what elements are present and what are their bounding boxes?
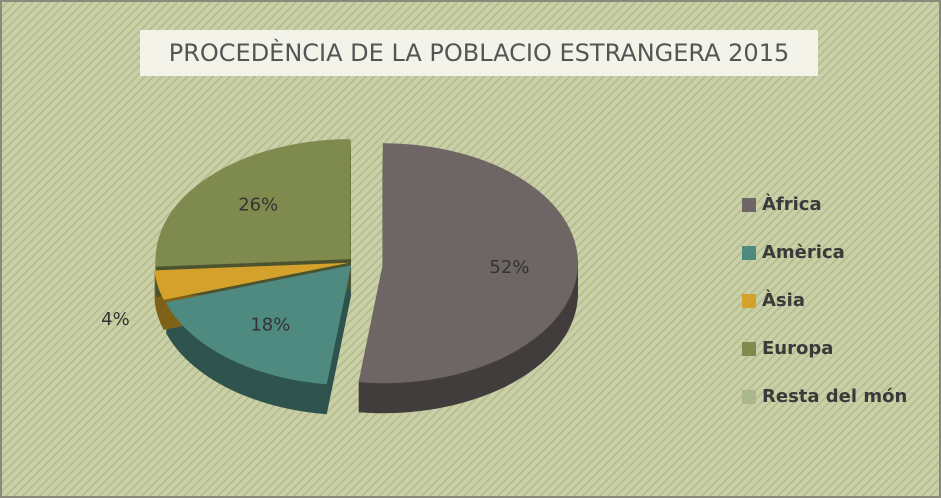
legend-label: Àfrica xyxy=(762,193,822,215)
legend-swatch xyxy=(742,198,756,212)
legend-label: Àsia xyxy=(762,289,805,311)
legend-swatch xyxy=(742,342,756,356)
title-box xyxy=(140,30,818,76)
legend-swatch xyxy=(742,246,756,260)
legend: Àfrica Amèrica Àsia Europa Resta del món xyxy=(742,193,907,407)
legend-label: Europa xyxy=(762,338,833,359)
legend-label: Resta del món xyxy=(762,386,907,407)
legend-label: Amèrica xyxy=(762,242,845,263)
legend-swatch xyxy=(742,390,756,404)
data-label: 26% xyxy=(238,195,278,216)
data-label: 52% xyxy=(489,257,529,278)
chart-title: PROCEDÈNCIA DE LA POBLACIO ESTRANGERA 20… xyxy=(169,38,790,67)
slice xyxy=(154,262,350,300)
data-label: 4% xyxy=(101,309,130,330)
legend-swatch xyxy=(742,294,756,308)
slice xyxy=(155,139,351,267)
pie: 52% 18% 4% 26% xyxy=(101,139,578,415)
slice xyxy=(358,143,578,384)
data-label: 18% xyxy=(250,314,290,335)
slice xyxy=(165,265,352,385)
